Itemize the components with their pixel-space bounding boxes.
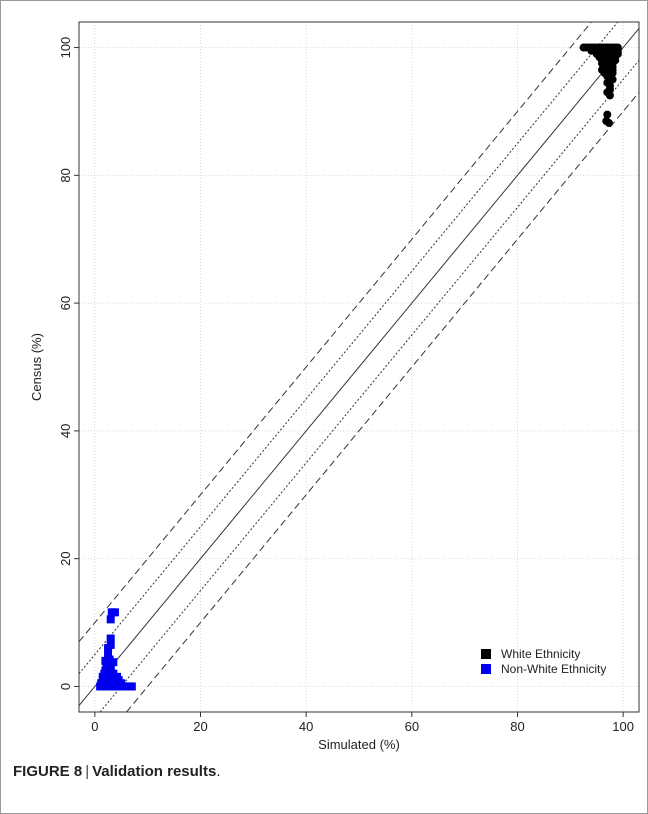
legend-swatch-white [481,649,491,659]
data-point-non-white [105,655,114,664]
x-tick-label: 80 [510,719,524,734]
x-tick-label: 100 [612,719,634,734]
data-point-non-white [110,608,119,617]
reference-line-dashed [126,91,640,713]
data-point-white [603,110,612,119]
reference-line-solid [78,28,640,706]
reference-line-dotted [78,21,619,674]
x-tick-label: 40 [299,719,313,734]
data-point-non-white [104,650,113,659]
legend-swatch-non-white [481,664,491,674]
caption-period: . [216,763,221,780]
y-tick-label: 60 [58,296,73,310]
legend-label-white: White Ethnicity [501,647,580,661]
data-point-non-white [101,656,110,665]
y-tick-label: 80 [58,168,73,182]
data-point-white [604,118,613,127]
x-tick-label: 60 [405,719,419,734]
caption-separator: | [85,763,90,780]
data-point-non-white [127,682,136,691]
y-axis-title: Census (%) [29,333,44,401]
data-point-white [605,91,614,100]
plot-area-border [78,21,640,713]
scatter-chart: 0 20 40 60 80 100 0 20 40 60 80 100 Simulated (%) C… [29,21,640,752]
legend-label-non-white: Non-White Ethnicity [501,662,606,676]
reference-line-dashed [78,21,592,643]
data-points [96,43,622,691]
y-tick-label: 40 [58,424,73,438]
y-tick-label: 0 [58,683,73,690]
y-tick-label: 100 [58,37,73,59]
reference-lines [78,21,640,713]
grid [79,22,639,712]
data-point-non-white [106,634,115,643]
y-tick-label: 20 [58,551,73,565]
axis-ticks: 0 20 40 60 80 100 0 20 40 60 80 100 [58,37,634,734]
figure-title: Validation results [92,763,217,780]
legend: White Ethnicity Non-White Ethnicity [481,647,606,676]
reference-line-dotted [99,60,640,713]
x-tick-label: 20 [193,719,207,734]
data-point-non-white [106,615,115,624]
x-axis-title: Simulated (%) [318,737,400,752]
figure-label: FIGURE 8 [13,763,83,780]
figure-caption: FIGURE 8 | Validation results. [13,763,220,780]
data-point-non-white [106,640,115,649]
x-tick-label: 0 [91,719,98,734]
